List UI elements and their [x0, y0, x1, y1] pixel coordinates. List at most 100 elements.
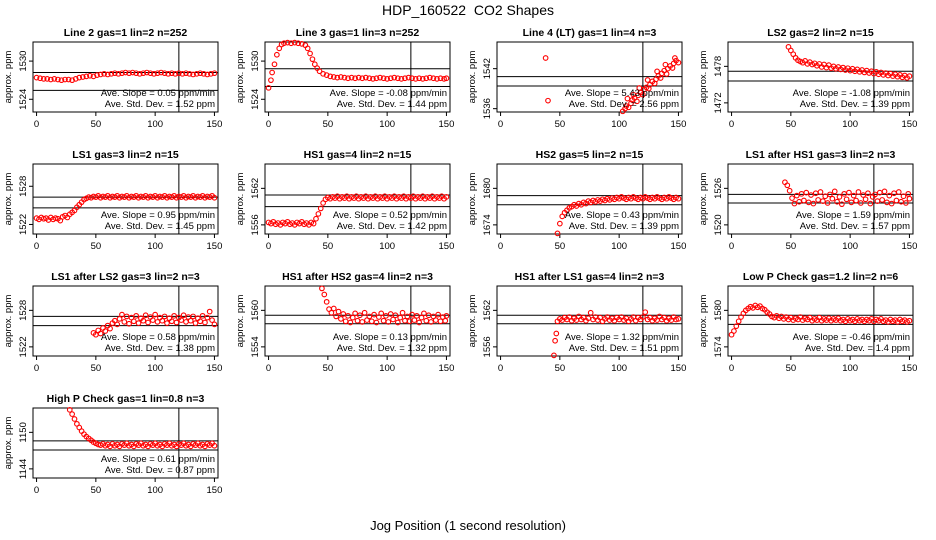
panel-9-point-38	[180, 312, 187, 319]
panel-1-xtick-label-1: 50	[91, 119, 102, 130]
panel-2-point-42	[398, 76, 405, 82]
panel-2-point-4	[274, 51, 280, 58]
panel-12-point-3	[735, 318, 742, 325]
panel-11-point-40	[642, 309, 649, 316]
panel-10-ylabel: approx. ppm	[235, 295, 246, 348]
panel-7-title: HS2 gas=5 lin=2 n=15	[536, 149, 644, 161]
panel-10-point-14	[352, 310, 358, 317]
panel-1-point-7	[58, 77, 65, 84]
panel-9-annotation-1: Ave. Std. Dev. = 1.38 ppm	[105, 343, 215, 354]
panel-9-point-7	[107, 325, 113, 332]
panel-1-point-41	[179, 70, 186, 77]
panel-2-point-14	[304, 45, 311, 52]
panel-13-xtick-label-2: 100	[147, 485, 163, 496]
panel-10-point-40	[413, 312, 420, 319]
panel-1-point-2	[40, 76, 47, 82]
panel-3-point-33	[654, 68, 660, 75]
panel-1-xtick-label-2: 100	[147, 119, 163, 130]
panel-8-point-10	[805, 199, 812, 206]
panel-1-point-23	[115, 70, 122, 77]
panel-1-point-3	[44, 76, 51, 82]
panel-2-xtick-label-2: 100	[379, 119, 395, 130]
panel-10-point-7	[335, 308, 342, 315]
panel-9-point-17	[130, 318, 137, 325]
panel-11-xtick-label-2: 100	[611, 363, 627, 374]
panel-2-point-46	[412, 76, 419, 82]
panel-8-point-11	[808, 192, 814, 198]
panel-9-point-31	[164, 320, 170, 326]
panel-9-point-51	[211, 321, 218, 328]
panel-5-title: LS1 gas=3 lin=2 n=15	[72, 149, 179, 161]
panel-9-point-46	[199, 312, 206, 319]
panel-12-point-2	[733, 323, 740, 330]
panel-1-point-29	[136, 70, 143, 77]
panel-13-xtick-label-1: 50	[91, 485, 102, 496]
panel-5-xtick-label-1: 50	[91, 241, 102, 252]
panel-8-point-30	[853, 197, 859, 204]
panel-12-annotation-0: Ave. Slope = -0.46 ppm/min	[793, 332, 910, 343]
panel-8-point-29	[850, 192, 857, 199]
panel-4-point-51	[906, 73, 913, 79]
panel-10-point-30	[390, 316, 396, 323]
panel-6-ytick-label-1: 1562	[250, 178, 261, 199]
panel-9-point-30	[161, 313, 168, 320]
panel-10-point-23	[373, 319, 380, 326]
panel-8-ytick-label-1: 1526	[713, 178, 724, 199]
panel-8-point-25	[841, 190, 848, 197]
panel-2-point-33	[366, 75, 373, 82]
panel-8-point-51	[903, 200, 909, 206]
panel-2-point-50	[426, 74, 433, 81]
panel-3-point-12	[640, 91, 646, 98]
panel-10-point-52	[442, 317, 449, 324]
panel-9-point-22	[142, 312, 149, 319]
panel-2-point-12	[298, 41, 305, 47]
panel-6-xtick-label-0: 0	[266, 241, 271, 252]
panel-8-point-19	[827, 191, 833, 198]
panel-1-frame	[32, 41, 219, 113]
panel-2-point-40	[391, 74, 398, 81]
panel-8-point-43	[884, 199, 890, 206]
panel-4-annotation-1: Ave. Std. Dev. = 1.39 ppm	[800, 99, 910, 110]
panel-1-annotation-1: Ave. Std. Dev. = 1.52 ppm	[105, 99, 215, 110]
panel-1-point-39	[172, 70, 179, 77]
panel-9-ytick-label-0: 1522	[18, 336, 29, 357]
panel-10-point-39	[411, 317, 418, 323]
panel-2-ytick-label-0: 1524	[250, 89, 261, 110]
panel-11-point-2	[553, 330, 560, 337]
panel-10-point-16	[357, 312, 363, 319]
panel-2-point-24	[334, 74, 341, 81]
panel-8-point-33	[860, 192, 867, 198]
panel-11-point-1	[552, 337, 558, 344]
panel-10-point-34	[399, 309, 406, 316]
panel-2-point-2	[269, 69, 275, 76]
panel-10-point-20	[366, 313, 373, 320]
panel-11-frame	[496, 285, 683, 357]
panel-10-point-46	[428, 319, 434, 325]
panel-2-point-26	[341, 74, 348, 81]
panel-9-point-42	[190, 313, 196, 320]
panel-1-point-31	[143, 69, 150, 76]
panel-3-point-3	[622, 105, 628, 112]
panel-8-point-1	[784, 182, 791, 189]
panel-7-point-1	[557, 220, 563, 227]
panel-2-point-37	[380, 75, 387, 82]
panel-3-point-35	[636, 85, 643, 91]
panel-2-point-51	[430, 75, 437, 82]
panel-9-ytick-label-1: 1528	[18, 300, 29, 321]
panel-9-ylabel: approx. ppm	[3, 295, 14, 348]
panel-8-title: LS1 after HS1 gas=3 lin=2 n=3	[746, 149, 896, 161]
panel-2-point-3	[271, 61, 278, 68]
panel-2-point-36	[377, 74, 383, 81]
panel-5-ytick-label-0: 1522	[18, 214, 29, 235]
panel-11-point-0	[551, 352, 557, 359]
panel-10-xtick-label-3: 150	[439, 363, 455, 374]
panel-13-point-0	[66, 406, 73, 413]
panel-3-ylabel: approx. ppm	[467, 51, 478, 104]
panel-10-point-4	[328, 309, 335, 316]
panel-8-point-18	[824, 200, 831, 206]
panel-10-point-5	[330, 305, 337, 312]
panel-2-point-27	[345, 75, 351, 82]
panel-2-ytick-label-1: 1530	[250, 51, 261, 72]
panel-1-point-1	[37, 75, 43, 82]
panel-1-point-8	[62, 76, 68, 83]
